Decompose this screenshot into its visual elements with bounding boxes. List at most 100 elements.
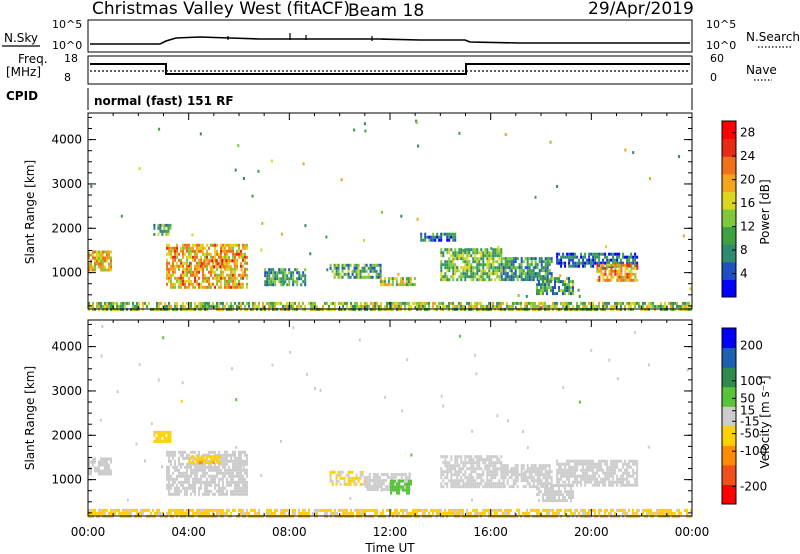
heatmap-cell	[347, 473, 350, 477]
heatmap-cell	[408, 304, 410, 308]
heatmap-cell	[228, 483, 230, 487]
heatmap-cell	[220, 508, 222, 512]
heatmap-cell	[238, 471, 240, 475]
heatmap-cell	[226, 279, 228, 283]
heatmap-cell	[407, 277, 410, 281]
heatmap-cell	[494, 455, 497, 459]
heatmap-cell	[568, 264, 571, 268]
heatmap-cell	[482, 304, 484, 308]
heatmap-cell	[448, 269, 451, 273]
heatmap-cell	[282, 304, 284, 308]
heatmap-cell	[628, 304, 630, 308]
heatmap-cell	[524, 301, 526, 305]
heatmap-cell	[228, 465, 230, 469]
heatmap-cell	[626, 255, 629, 259]
heatmap-cell	[444, 248, 447, 252]
heatmap-cell	[136, 304, 138, 308]
heatmap-cell	[110, 469, 112, 473]
heatmap-cell	[347, 272, 350, 276]
heatmap-cell	[474, 301, 476, 305]
heatmap-cell	[564, 261, 567, 265]
heatmap-cell	[178, 471, 180, 475]
heatmap-cell	[550, 484, 552, 488]
heatmap-cell	[246, 459, 248, 463]
heatmap-cell	[458, 257, 461, 261]
heatmap-cell	[614, 263, 617, 267]
heatmap-cell	[228, 474, 230, 478]
heatmap-cell	[622, 508, 624, 512]
heatmap-cell	[192, 468, 194, 472]
heatmap-cell	[486, 248, 489, 252]
heatmap-cell	[532, 467, 535, 471]
heatmap-cell	[534, 275, 537, 279]
heatmap-cell	[498, 278, 501, 282]
heatmap-cell	[228, 249, 230, 253]
heatmap-cell	[434, 508, 436, 512]
heatmap-cell	[570, 483, 573, 487]
heatmap-cell	[630, 483, 633, 487]
heatmap-cell	[620, 269, 623, 273]
heatmap-cell	[592, 261, 595, 265]
heatmap-cell	[598, 261, 601, 265]
heatmap-cell	[170, 462, 172, 466]
heatmap-cell	[238, 453, 240, 457]
heatmap-cell	[504, 275, 507, 279]
heatmap-cell	[546, 266, 549, 270]
heatmap-cell	[604, 252, 607, 256]
heatmap-cell	[506, 482, 509, 486]
heatmap-cell	[176, 276, 178, 280]
heatmap-cell	[520, 464, 523, 468]
heatmap-cell	[510, 260, 513, 264]
heatmap-cell	[466, 301, 468, 305]
heatmap-cell	[357, 263, 360, 267]
heatmap-point	[509, 468, 512, 472]
heatmap-cell	[600, 468, 603, 472]
heatmap-cell	[542, 292, 544, 296]
heatmap-cell	[596, 263, 599, 267]
heatmap-cell	[348, 511, 350, 515]
heatmap-cell	[516, 301, 518, 305]
heatmap-cell	[214, 508, 216, 512]
heatmap-cell	[370, 479, 373, 482]
heatmap-point	[305, 372, 308, 376]
heatmap-cell	[568, 286, 570, 290]
heatmap-cell	[200, 455, 203, 459]
heatmap-cell	[180, 471, 182, 475]
heatmap-cell	[168, 486, 170, 490]
heatmap-cell	[624, 471, 627, 475]
heatmap-cell	[194, 450, 196, 454]
heatmap-cell	[180, 246, 182, 250]
heatmap-cell	[379, 266, 382, 270]
heatmap-cell	[548, 260, 551, 264]
heatmap-cell	[242, 276, 244, 280]
heatmap-cell	[225, 259, 228, 263]
heatmap-cell	[490, 485, 493, 489]
heatmap-cell	[684, 508, 686, 512]
heatmap-cell	[440, 301, 442, 305]
heatmap-cell	[594, 255, 597, 259]
heatmap-cell	[212, 465, 214, 469]
heatmap-point	[144, 459, 146, 463]
heatmap-cell	[434, 238, 437, 242]
heatmap-cell	[454, 263, 457, 267]
heatmap-cell	[167, 439, 170, 443]
heatmap-cell	[246, 489, 248, 493]
heatmap-cell	[366, 488, 369, 491]
heatmap-cell	[170, 304, 172, 308]
heatmap-cell	[306, 511, 308, 515]
heatmap-cell	[190, 304, 192, 308]
heatmap-cell	[343, 266, 346, 270]
heatmap-cell	[206, 480, 208, 484]
heatmap-cell	[588, 258, 591, 262]
heatmap-cell	[394, 476, 397, 479]
heatmap-cell	[212, 477, 214, 481]
heatmap-cell	[286, 304, 288, 308]
heatmap-cell	[347, 476, 350, 480]
heatmap-cell	[538, 280, 540, 284]
heatmap-cell	[608, 468, 611, 472]
heatmap-cell	[182, 480, 184, 484]
heatmap-cell	[456, 508, 458, 512]
heatmap-cell	[528, 485, 531, 489]
heatmap-cell	[136, 511, 138, 515]
heatmap-cell	[280, 280, 283, 284]
